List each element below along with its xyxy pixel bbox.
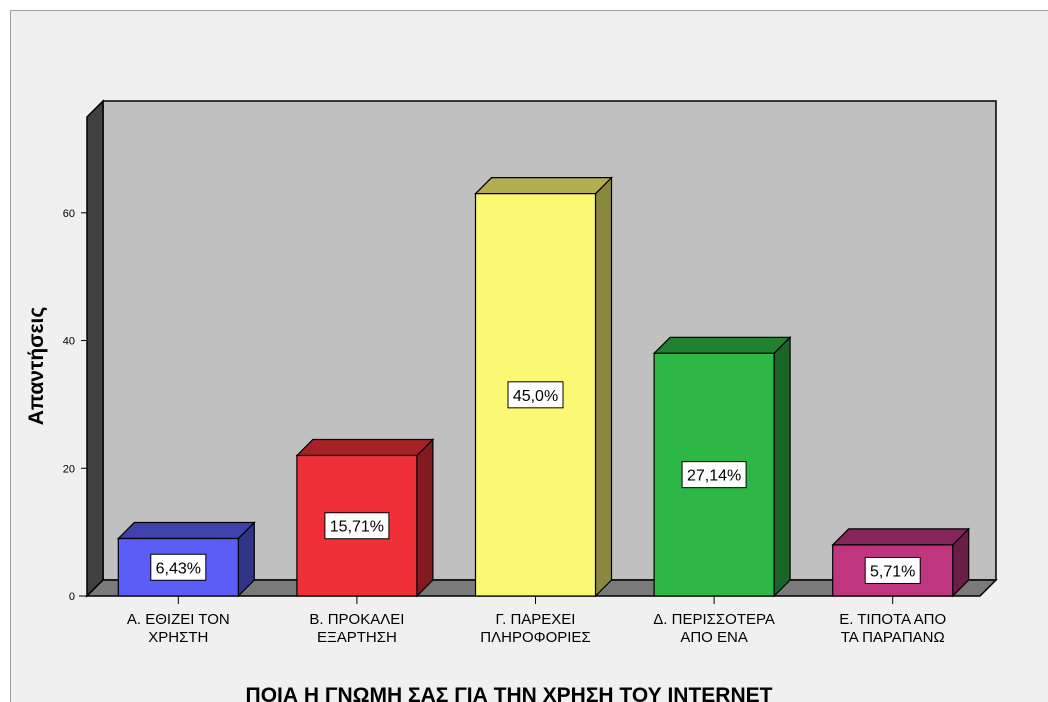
bar-side [416,438,434,598]
bar: 5,71% [831,527,971,598]
bar-top [474,177,613,195]
bar-side [594,176,613,598]
data-label: 6,43% [156,560,201,577]
bars: 6,43% 15,71% 45,0% 27,14% 5,71% [116,176,971,598]
y-tick-label: 40 [63,336,75,348]
y-axis: 0 20 40 60 [63,208,87,603]
x-axis-label: ΠΟΙΑ Η ΓΝΩΜΗ ΣΑΣ ΓΙΑ ΤΗΝ ΧΡΗΣΗ ΤΟΥ INTER… [246,684,773,702]
bar-top [295,438,435,457]
x-tick-label: ΤΑ ΠΑΡΑΠΑΝΩ [841,629,945,646]
y-axis-label: Απαντήσεις [25,307,48,426]
data-label: 15,71% [330,519,384,536]
data-label-box [864,556,921,584]
bar: 15,71% [295,438,435,598]
bar: 27,14% [652,335,792,598]
bar: 6,43% [116,521,256,598]
data-label: 5,71% [870,563,915,580]
bar-top [831,528,971,546]
bar-top [652,336,792,354]
x-tick-label: Ε. ΤΙΠΟΤΑ ΑΠΟ [839,611,946,628]
x-tick-label: ΧΡΗΣΤΗ [148,629,208,646]
x-tick-label: ΠΛΗΡΟΦΟΡΙΕΣ [480,629,590,646]
x-tick-label: ΕΞΑΡΤΗΣΗ [317,629,397,646]
data-label: 27,14% [687,468,741,485]
bar-top [116,521,256,540]
y-tick-label: 20 [63,463,75,475]
y-tick-label: 60 [63,208,75,220]
data-label-box [681,461,747,489]
bar: 45,0% [474,176,613,598]
bar-side [773,335,791,598]
chart-window: 0 20 40 60 6,43% 15,71% 45,0% 27,14% 5,71% Α. Ε… [10,10,1048,702]
data-label-box [324,512,390,540]
x-tick-label: Β. ΠΡΟΚΑΛΕΙ [309,611,404,628]
data-label-box [150,553,207,581]
y-tick-label: 0 [69,591,75,603]
x-tick-label: ΑΠΟ ΕΝΑ [680,629,748,646]
x-tick-label: Γ. ΠΑΡΕΧΕΙ [496,611,576,628]
x-tick-label: Δ. ΠΕΡΙΣΣΟΤΕΡΑ [653,611,775,628]
side-wall [86,99,104,598]
data-label: 45,0% [513,388,558,405]
bar-chart: 0 20 40 60 6,43% 15,71% 45,0% 27,14% 5,71% Α. Ε… [25,99,998,702]
data-label-box [507,381,564,409]
x-tick-label: Α. ΕΘΙΖΕΙ ΤΟΝ [127,611,230,628]
